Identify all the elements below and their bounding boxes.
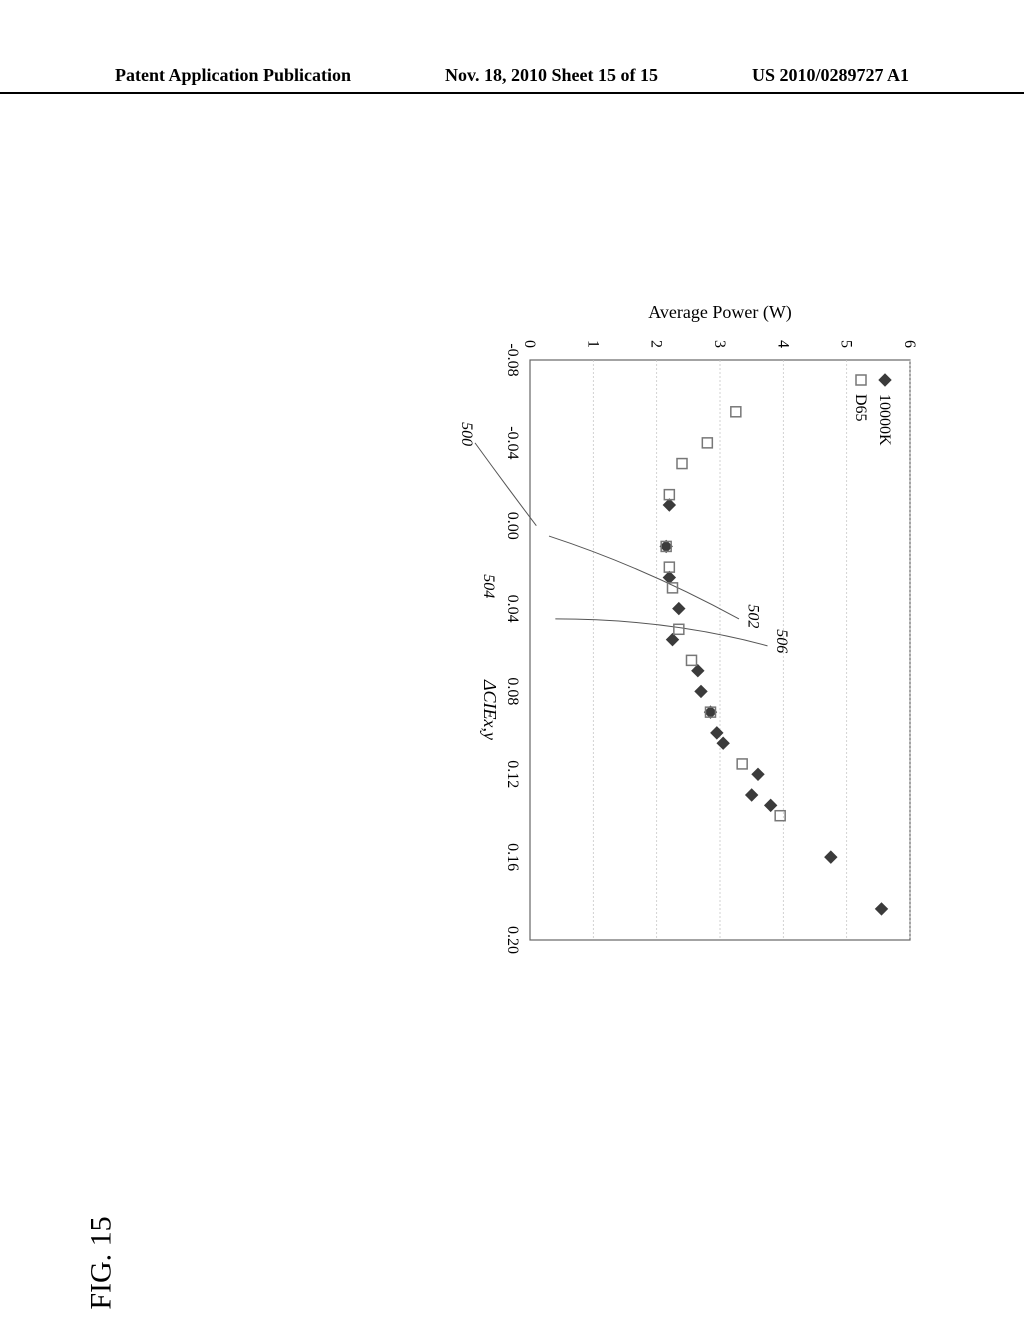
x-tick-label: -0.08 <box>504 343 521 376</box>
data-point-diamond <box>825 851 837 863</box>
x-tick-label: 0.12 <box>504 760 521 788</box>
annotation-curve-506 <box>555 619 767 646</box>
data-point-square <box>664 490 674 500</box>
x-tick-label: -0.04 <box>504 426 521 459</box>
data-point-square <box>731 407 741 417</box>
data-point-diamond <box>695 685 707 697</box>
x-tick-label: 0.00 <box>504 512 521 540</box>
x-tick-label: 0.20 <box>504 926 521 954</box>
data-point-diamond <box>660 540 672 552</box>
legend-label-d65: D65 <box>852 394 869 422</box>
data-point-square <box>664 562 674 572</box>
data-point-square <box>677 459 687 469</box>
legend-marker-square <box>856 375 866 385</box>
data-point-diamond <box>663 499 675 511</box>
x-tick-label: 0.08 <box>504 677 521 705</box>
header-right: US 2010/0289727 A1 <box>752 65 909 86</box>
data-point-diamond <box>746 789 758 801</box>
x-tick-label: 0.04 <box>504 595 521 623</box>
data-point-diamond <box>876 903 888 915</box>
data-point-diamond <box>717 737 729 749</box>
y-tick-label: 3 <box>711 340 728 348</box>
y-tick-label: 6 <box>901 340 918 348</box>
y-tick-label: 1 <box>584 340 601 348</box>
annotation-label-504: 504 <box>480 574 497 598</box>
legend-label-10000k: 10000K <box>876 394 893 446</box>
data-point-diamond <box>673 603 685 615</box>
data-point-diamond <box>765 799 777 811</box>
header-center: Nov. 18, 2010 Sheet 15 of 15 <box>445 65 658 86</box>
figure-container: 0 1 2 3 4 5 6 -0.08 -0.04 0.00 0.04 0.08 0.12 0.16 0.2… <box>40 280 940 980</box>
data-point-square <box>702 438 712 448</box>
x-axis-label: ΔCIEx,y <box>480 679 500 740</box>
y-tick-label: 0 <box>521 340 538 348</box>
page-header: Patent Application Publication Nov. 18, … <box>0 65 1024 94</box>
annotation-label-500: 500 <box>458 422 475 446</box>
data-point-diamond <box>667 634 679 646</box>
data-point-diamond <box>692 665 704 677</box>
scatter-chart: 0 1 2 3 4 5 6 -0.08 -0.04 0.00 0.04 0.08 0.12 0.16 0.2… <box>420 280 940 980</box>
data-point-diamond <box>705 706 717 718</box>
y-tick-label: 2 <box>648 340 665 348</box>
legend-marker-diamond <box>879 374 891 386</box>
data-point-diamond <box>752 768 764 780</box>
data-point-diamond <box>711 727 723 739</box>
figure-label: FIG. 15 <box>85 1216 119 1309</box>
data-point-square <box>674 624 684 634</box>
data-point-square <box>668 583 678 593</box>
y-tick-label: 4 <box>774 340 791 348</box>
annotation-curve-502 <box>549 536 739 619</box>
y-axis-label: Average Power (W) <box>648 302 792 323</box>
annotation-label-506: 506 <box>773 629 790 653</box>
x-tick-label: 0.16 <box>504 843 521 871</box>
data-point-square <box>687 655 697 665</box>
annotation-label-502: 502 <box>745 604 762 628</box>
header-left: Patent Application Publication <box>115 65 351 86</box>
data-point-square <box>737 759 747 769</box>
y-tick-label: 5 <box>838 340 855 348</box>
